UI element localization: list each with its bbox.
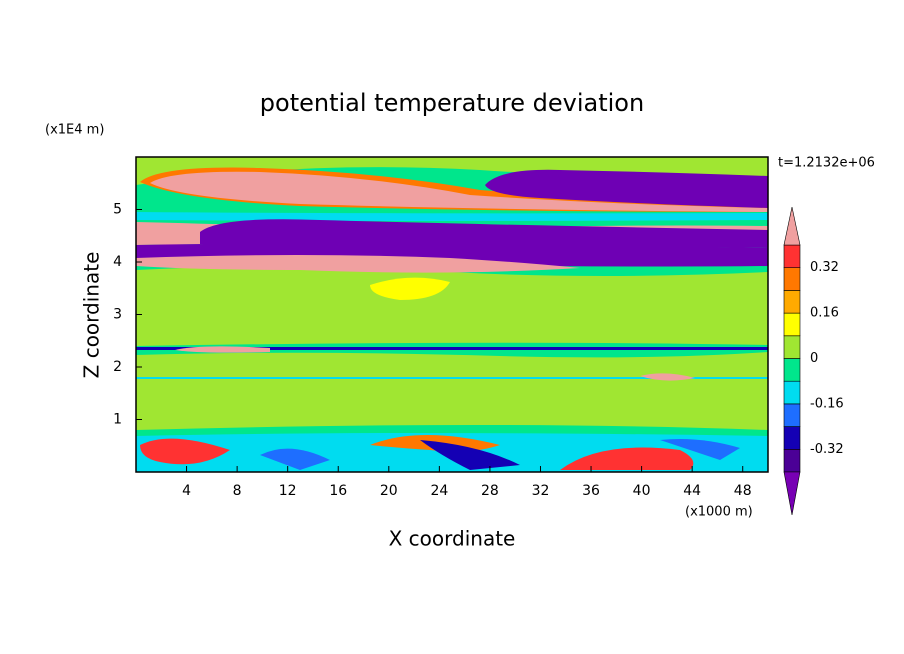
colorbar-tick-label: -0.16	[810, 396, 844, 411]
x-tick-label: 24	[430, 483, 448, 499]
colorbar-box	[783, 426, 801, 450]
contour-region	[175, 346, 270, 353]
colorbar-box	[783, 335, 801, 359]
contour-region	[136, 212, 768, 221]
colorbar-box	[783, 380, 801, 405]
y-tick-label: 3	[113, 307, 122, 323]
colorbar-box	[783, 267, 801, 291]
colorbar-box	[783, 290, 801, 314]
colorbar-box	[783, 403, 801, 427]
contour-region	[200, 219, 768, 248]
y-axis-title: Z coordinate	[80, 252, 104, 379]
x-tick-label: 16	[329, 483, 347, 499]
y-tick-label: 2	[113, 359, 122, 375]
x-tick-label: 4	[182, 483, 191, 499]
contour-region	[150, 171, 768, 212]
y-tick-label: 4	[113, 254, 122, 270]
x-tick-label: 44	[683, 483, 701, 499]
contour-region	[140, 438, 230, 465]
colorbar-min-arrow	[783, 471, 801, 516]
x-axis-title: X coordinate	[389, 527, 516, 551]
colorbar-tick-label: 0	[810, 351, 818, 366]
colorbar-max-arrow	[783, 206, 801, 246]
contour-region	[136, 157, 768, 185]
x-unit: (x1000 m)	[685, 505, 753, 520]
contour-region	[660, 439, 740, 460]
contour-field	[135, 156, 769, 473]
y-tick-label: 1	[113, 412, 122, 428]
chart-title: potential temperature deviation	[260, 89, 644, 117]
contour-region	[136, 377, 768, 379]
colorbar-box	[783, 358, 801, 382]
time-label: t=1.2132e+06	[778, 156, 875, 171]
x-tick-label: 28	[481, 483, 499, 499]
colorbar-tick-label: 0.16	[810, 306, 839, 321]
y-tick-label: 5	[113, 202, 122, 218]
y-unit: (x1E4 m)	[45, 123, 104, 138]
contour-region	[420, 440, 520, 470]
contour-region	[260, 448, 330, 470]
x-tick-label: 40	[633, 483, 651, 499]
colorbar-box	[783, 244, 801, 269]
contour-region	[136, 352, 768, 430]
x-tick-label: 8	[233, 483, 242, 499]
colorbar-box	[783, 312, 801, 337]
x-tick-label: 32	[532, 483, 550, 499]
contour-region	[560, 447, 694, 470]
contour-region	[136, 255, 580, 273]
colorbar-tick-label: 0.32	[810, 260, 839, 275]
contour-region	[136, 266, 768, 346]
contour-region	[136, 347, 768, 350]
colorbar-box	[783, 448, 801, 473]
colorbar-tick-label: -0.32	[810, 442, 844, 457]
x-tick-label: 20	[380, 483, 398, 499]
x-tick-label: 36	[582, 483, 600, 499]
contour-region	[640, 373, 695, 381]
contour-region	[485, 169, 768, 208]
contour-region	[370, 277, 450, 300]
x-tick-label: 12	[279, 483, 297, 499]
x-tick-label: 48	[734, 483, 752, 499]
